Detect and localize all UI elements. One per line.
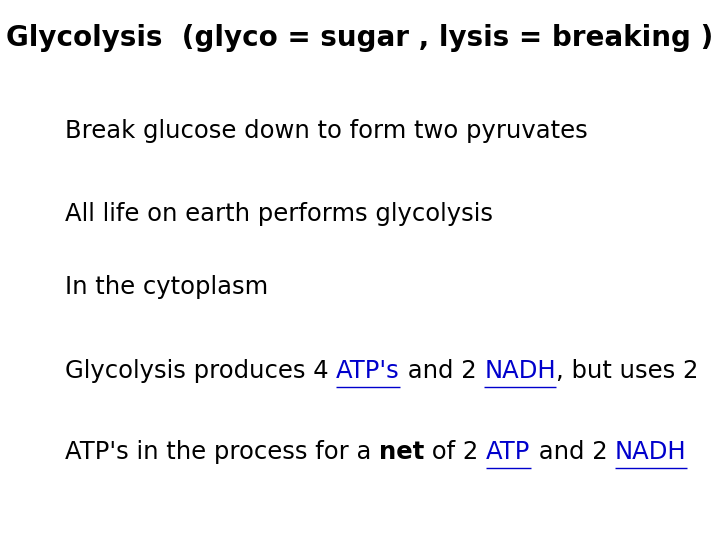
Text: and 2: and 2	[400, 359, 485, 383]
Text: Glycolysis produces 4: Glycolysis produces 4	[65, 359, 336, 383]
Text: ATP's in the process for a: ATP's in the process for a	[65, 440, 379, 464]
Text: NADH: NADH	[615, 440, 687, 464]
Text: ATP's: ATP's	[336, 359, 400, 383]
Text: All life on earth performs glycolysis: All life on earth performs glycolysis	[65, 202, 492, 226]
Text: net: net	[379, 440, 424, 464]
Text: ATP: ATP	[486, 440, 531, 464]
Text: Break glucose down to form two pyruvates: Break glucose down to form two pyruvates	[65, 119, 588, 143]
Text: NADH: NADH	[485, 359, 556, 383]
Text: In the cytoplasm: In the cytoplasm	[65, 275, 268, 299]
Text: Glycolysis  (glyco = sugar , lysis = breaking ): Glycolysis (glyco = sugar , lysis = brea…	[6, 24, 714, 52]
Text: , but uses 2: , but uses 2	[556, 359, 698, 383]
Text: and 2: and 2	[531, 440, 615, 464]
Text: of 2: of 2	[424, 440, 486, 464]
